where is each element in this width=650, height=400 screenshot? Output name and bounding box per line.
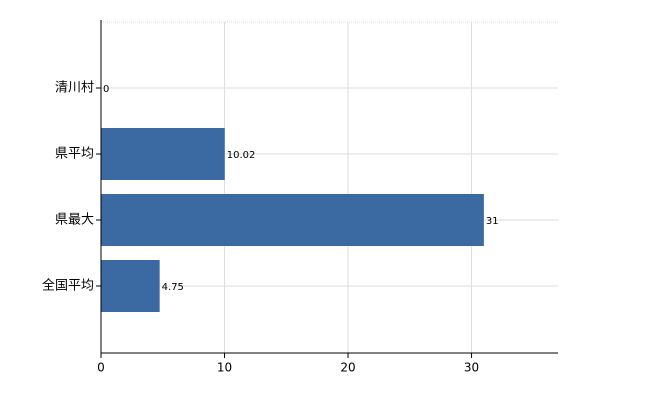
x-tick-label: 30 [464,361,479,375]
bar [101,260,160,312]
y-tick-label: 清川村 [55,81,94,96]
x-tick-label: 10 [217,361,232,375]
value-label: 0 [103,84,109,95]
y-tick-label: 全国平均 [42,278,94,294]
bar [101,194,484,246]
bar [101,128,225,180]
x-tick-label: 0 [97,361,105,375]
value-label: 31 [486,216,499,227]
y-tick-label: 県最大 [55,213,94,228]
x-tick-label: 20 [340,361,355,375]
value-label: 4.75 [162,282,184,293]
value-label: 10.02 [227,150,256,161]
y-tick-label: 県平均 [55,147,94,162]
